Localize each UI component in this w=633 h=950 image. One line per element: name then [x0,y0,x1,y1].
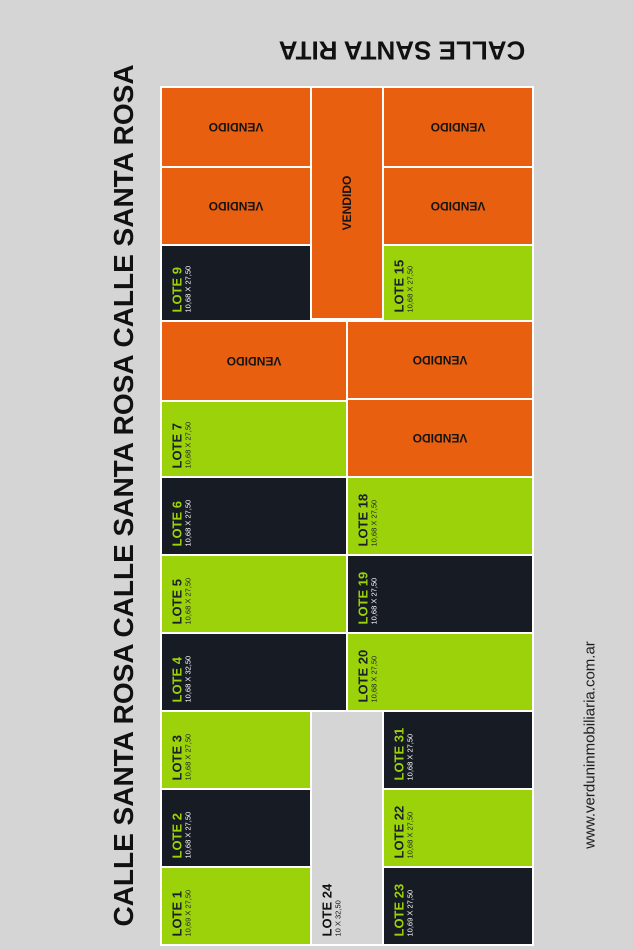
lot-5-name: LOTE 5 [169,578,185,624]
lot-15[interactable]: LOTE 15 10,68 X 27,50 [382,244,534,322]
lot-sold[interactable]: VENDIDO [160,166,312,246]
lot-4[interactable]: LOTE 4 10,68 X 32,50 [160,632,348,712]
lot-6[interactable]: LOTE 6 10,68 X 27,50 [160,476,348,556]
lot-23[interactable]: LOTE 23 10,69 X 27,50 [382,866,534,946]
lot-19-dims: 10,68 X 27,50 [369,577,379,624]
lot-18-name: LOTE 18 [355,493,371,546]
lot-4-dims: 10,68 X 32,50 [183,655,193,702]
lot-1[interactable]: LOTE 1 10,69 X 27,50 [160,866,312,946]
lot-2-name: LOTE 2 [169,812,185,858]
lot-9-name: LOTE 9 [169,266,185,312]
lot-24-dims: 10 X 32,50 [333,899,343,936]
lot-22-name: LOTE 22 [391,805,407,858]
lot-1-dims: 10,69 X 27,50 [183,889,193,936]
lot-18[interactable]: LOTE 18 10,68 X 27,50 [346,476,534,556]
lot-sold[interactable]: VENDIDO [382,166,534,246]
lot-sold[interactable]: VENDIDO [310,86,384,320]
lot-31[interactable]: LOTE 31 10,68 X 27,50 [382,710,534,790]
lot-7-name: LOTE 7 [169,422,185,468]
lot-3[interactable]: LOTE 3 10,68 X 27,50 [160,710,312,790]
street-label-santa-rosa-3: CALLE SANTA ROSA [108,643,139,927]
lot-15-name: LOTE 15 [391,259,407,312]
lot-4-name: LOTE 4 [169,656,185,702]
lot-7-dims: 10,68 X 27,50 [183,421,193,468]
lot-7[interactable]: LOTE 7 10,68 X 27,50 [160,400,348,478]
street-label-santa-rosa-1: CALLE SANTA ROSA [108,64,139,348]
lot-15-dims: 10,68 X 27,50 [405,265,415,312]
lot-3-dims: 10,68 X 27,50 [183,733,193,780]
website-url: www.verduninmobiliaria.com.ar [581,641,599,849]
sold-label: VENDIDO [208,199,264,213]
lot-23-name: LOTE 23 [391,883,407,936]
lot-20-dims: 10,68 X 27,50 [369,655,379,702]
lot-6-dims: 10,68 X 27,50 [183,499,193,546]
lot-31-name: LOTE 31 [391,727,407,780]
lot-1-name: LOTE 1 [169,890,185,936]
lot-sold[interactable]: VENDIDO [160,320,348,402]
lot-9-dims: 10,68 X 27,50 [183,265,193,312]
lot-19-name: LOTE 19 [355,571,371,624]
lot-9[interactable]: LOTE 9 10,68 X 27,50 [160,244,312,322]
sold-label: VENDIDO [412,431,468,445]
lot-22-dims: 10,68 X 27,50 [405,811,415,858]
lot-5-dims: 10,68 X 27,50 [183,577,193,624]
lot-2-dims: 10,68 X 27,50 [183,811,193,858]
lot-sold[interactable]: VENDIDO [346,320,534,400]
street-label-santa-rita: CALLE SANTA RITA [278,35,526,66]
lot-24-name: LOTE 24 [319,883,335,936]
sold-label: VENDIDO [226,354,282,368]
lot-3-name: LOTE 3 [169,734,185,780]
lot-6-name: LOTE 6 [169,500,185,546]
lot-19[interactable]: LOTE 19 10,68 X 27,50 [346,554,534,634]
sold-label: VENDIDO [430,199,486,213]
lot-2[interactable]: LOTE 2 10,68 X 27,50 [160,788,312,868]
lot-22[interactable]: LOTE 22 10,68 X 27,50 [382,788,534,868]
lot-20[interactable]: LOTE 20 10,68 X 27,50 [346,632,534,712]
lot-23-dims: 10,69 X 27,50 [405,889,415,936]
lot-24[interactable]: LOTE 24 10 X 32,50 [310,710,384,946]
lot-sold[interactable]: VENDIDO [346,398,534,478]
lot-sold[interactable]: VENDIDO [160,86,312,168]
lot-20-name: LOTE 20 [355,649,371,702]
sold-label: VENDIDO [208,120,264,134]
lot-sold[interactable]: VENDIDO [382,86,534,168]
lot-31-dims: 10,68 X 27,50 [405,733,415,780]
lot-5[interactable]: LOTE 5 10,68 X 27,50 [160,554,348,634]
sold-label: VENDIDO [430,120,486,134]
sold-label: VENDIDO [412,353,468,367]
sold-label: VENDIDO [340,175,354,231]
lot-18-dims: 10,68 X 27,50 [369,499,379,546]
street-label-santa-rosa-2: CALLE SANTA ROSA [108,354,139,638]
